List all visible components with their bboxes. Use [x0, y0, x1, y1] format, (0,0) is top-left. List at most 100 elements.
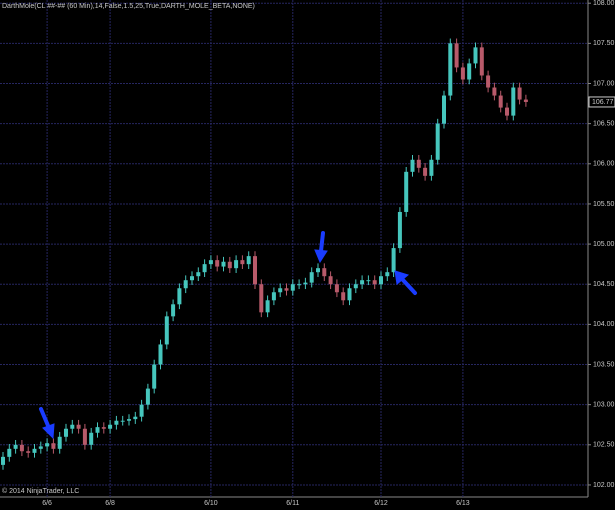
candle-body: [101, 427, 106, 429]
candle-body: [303, 282, 308, 285]
candle-body: [486, 75, 491, 88]
candle-body: [234, 260, 239, 269]
arrow: [39, 407, 51, 430]
candle-body: [246, 256, 251, 265]
candle-body: [429, 159, 434, 176]
candle-body: [259, 284, 264, 313]
x-tick-label: 6/8: [105, 500, 115, 507]
candle-body: [328, 276, 333, 285]
candle-body: [397, 211, 402, 249]
last-price-label: 106.77: [592, 99, 614, 106]
candle-body: [460, 67, 465, 80]
candle-body: [454, 43, 459, 68]
candle-body: [265, 300, 270, 313]
candle-body: [164, 316, 169, 345]
candle-body: [171, 304, 176, 317]
candle-body: [404, 171, 409, 212]
y-tick-label: 103.50: [593, 361, 615, 368]
arrow-head: [42, 423, 55, 440]
candle-body: [366, 280, 371, 282]
candle-body: [385, 272, 390, 277]
candle-body: [145, 388, 150, 405]
arrow: [401, 278, 417, 295]
candle-body: [108, 424, 113, 429]
candle-body: [133, 416, 138, 420]
candle-body: [341, 292, 346, 301]
candle-body: [202, 264, 207, 273]
candle-body: [322, 268, 327, 277]
candle-body: [334, 284, 339, 293]
candle-body: [253, 256, 257, 285]
x-tick-label: 6/10: [204, 500, 218, 507]
arrow-head: [394, 270, 410, 285]
candle-body: [284, 288, 289, 291]
candle-body: [448, 43, 453, 96]
candle-body: [51, 443, 56, 449]
candle-body: [196, 272, 201, 277]
candle-body: [435, 123, 440, 160]
chart-title: DarthMole(CL ##-## (60 Min),14,False,1.5…: [2, 3, 255, 10]
candle-body: [221, 261, 226, 267]
y-tick-label: 102.50: [593, 442, 615, 449]
candle-body: [240, 260, 245, 265]
y-tick-label: 104.00: [593, 321, 615, 328]
candle-body: [114, 420, 119, 425]
candle-body: [139, 404, 144, 417]
y-tick-label: 107.50: [593, 40, 615, 47]
candle-body: [379, 276, 383, 285]
candle-body: [360, 280, 365, 285]
annotation-arrows: [39, 231, 417, 440]
candle-body: [70, 424, 75, 429]
candle-body: [38, 446, 43, 449]
y-tick-label: 105.00: [593, 241, 615, 248]
candle-body: [278, 288, 283, 293]
arrow: [319, 231, 325, 253]
candle-body: [290, 284, 295, 291]
candle-body: [511, 87, 516, 116]
candle-body: [423, 167, 428, 176]
candle-body: [32, 448, 37, 453]
candle-body: [89, 432, 94, 445]
copyright: © 2014 NinjaTrader, LLC: [2, 487, 79, 495]
candle-body: [517, 87, 522, 100]
candle-body: [492, 87, 497, 96]
candle-body: [208, 260, 213, 265]
candle-body: [467, 63, 472, 80]
candle-body: [442, 95, 446, 124]
candle-body: [64, 428, 68, 437]
y-tick-label: 104.50: [593, 281, 615, 288]
x-tick-label: 6/13: [456, 500, 470, 507]
candle-body: [473, 47, 478, 64]
y-tick-label: 108.00: [593, 0, 615, 7]
candle-body: [271, 292, 276, 301]
y-tick-label: 106.00: [593, 161, 615, 168]
candle-body: [152, 364, 157, 389]
candle-body: [416, 159, 421, 168]
y-tick-label: 103.00: [593, 402, 615, 409]
candle-body: [372, 280, 377, 285]
candle-body: [95, 427, 100, 433]
candle-body: [183, 280, 188, 289]
candle-body: [347, 288, 352, 301]
candle-body: [479, 47, 484, 76]
candle-body: [57, 436, 62, 449]
candle-body: [309, 272, 314, 283]
candle-body: [127, 419, 131, 421]
candle-body: [13, 444, 18, 449]
candle-body: [7, 448, 12, 457]
candle-body: [158, 344, 163, 365]
candle-body: [498, 95, 503, 108]
y-tick-label: 102.00: [593, 482, 615, 489]
y-tick-label: 106.50: [593, 120, 615, 127]
candle-body: [215, 260, 220, 267]
candle-body: [523, 99, 528, 102]
last-price-box: [588, 96, 615, 108]
y-tick-label: 107.00: [593, 80, 615, 87]
x-tick-label: 6/6: [42, 500, 52, 507]
y-tick-label: 105.50: [593, 201, 615, 208]
x-tick-label: 6/11: [286, 500, 299, 507]
candle-body: [227, 261, 232, 269]
candle-body: [177, 288, 182, 305]
candle-body: [190, 276, 194, 281]
